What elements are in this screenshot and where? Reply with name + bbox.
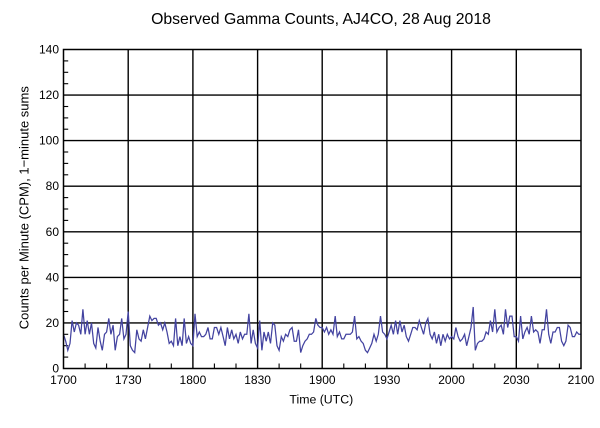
svg-text:2000: 2000 xyxy=(438,373,465,387)
svg-text:140: 140 xyxy=(39,43,59,57)
svg-text:20: 20 xyxy=(46,316,60,330)
svg-text:120: 120 xyxy=(39,88,59,102)
svg-text:Time (UTC): Time (UTC) xyxy=(289,393,353,407)
svg-text:0: 0 xyxy=(52,362,59,376)
svg-text:Observed Gamma Counts, AJ4CO,: Observed Gamma Counts, AJ4CO, 28 Aug 201… xyxy=(151,11,491,28)
svg-text:1700: 1700 xyxy=(50,373,77,387)
svg-text:80: 80 xyxy=(46,179,60,193)
svg-text:100: 100 xyxy=(39,134,59,148)
svg-text:1900: 1900 xyxy=(309,373,336,387)
svg-text:1930: 1930 xyxy=(374,373,401,387)
svg-text:Counts per Minute (CPM), 1−min: Counts per Minute (CPM), 1−minute sums xyxy=(17,86,32,330)
svg-text:1830: 1830 xyxy=(244,373,271,387)
svg-text:60: 60 xyxy=(46,225,60,239)
svg-text:1800: 1800 xyxy=(180,373,207,387)
svg-text:2100: 2100 xyxy=(568,373,595,387)
svg-text:40: 40 xyxy=(46,270,60,284)
svg-text:1730: 1730 xyxy=(115,373,142,387)
svg-text:2030: 2030 xyxy=(503,373,530,387)
